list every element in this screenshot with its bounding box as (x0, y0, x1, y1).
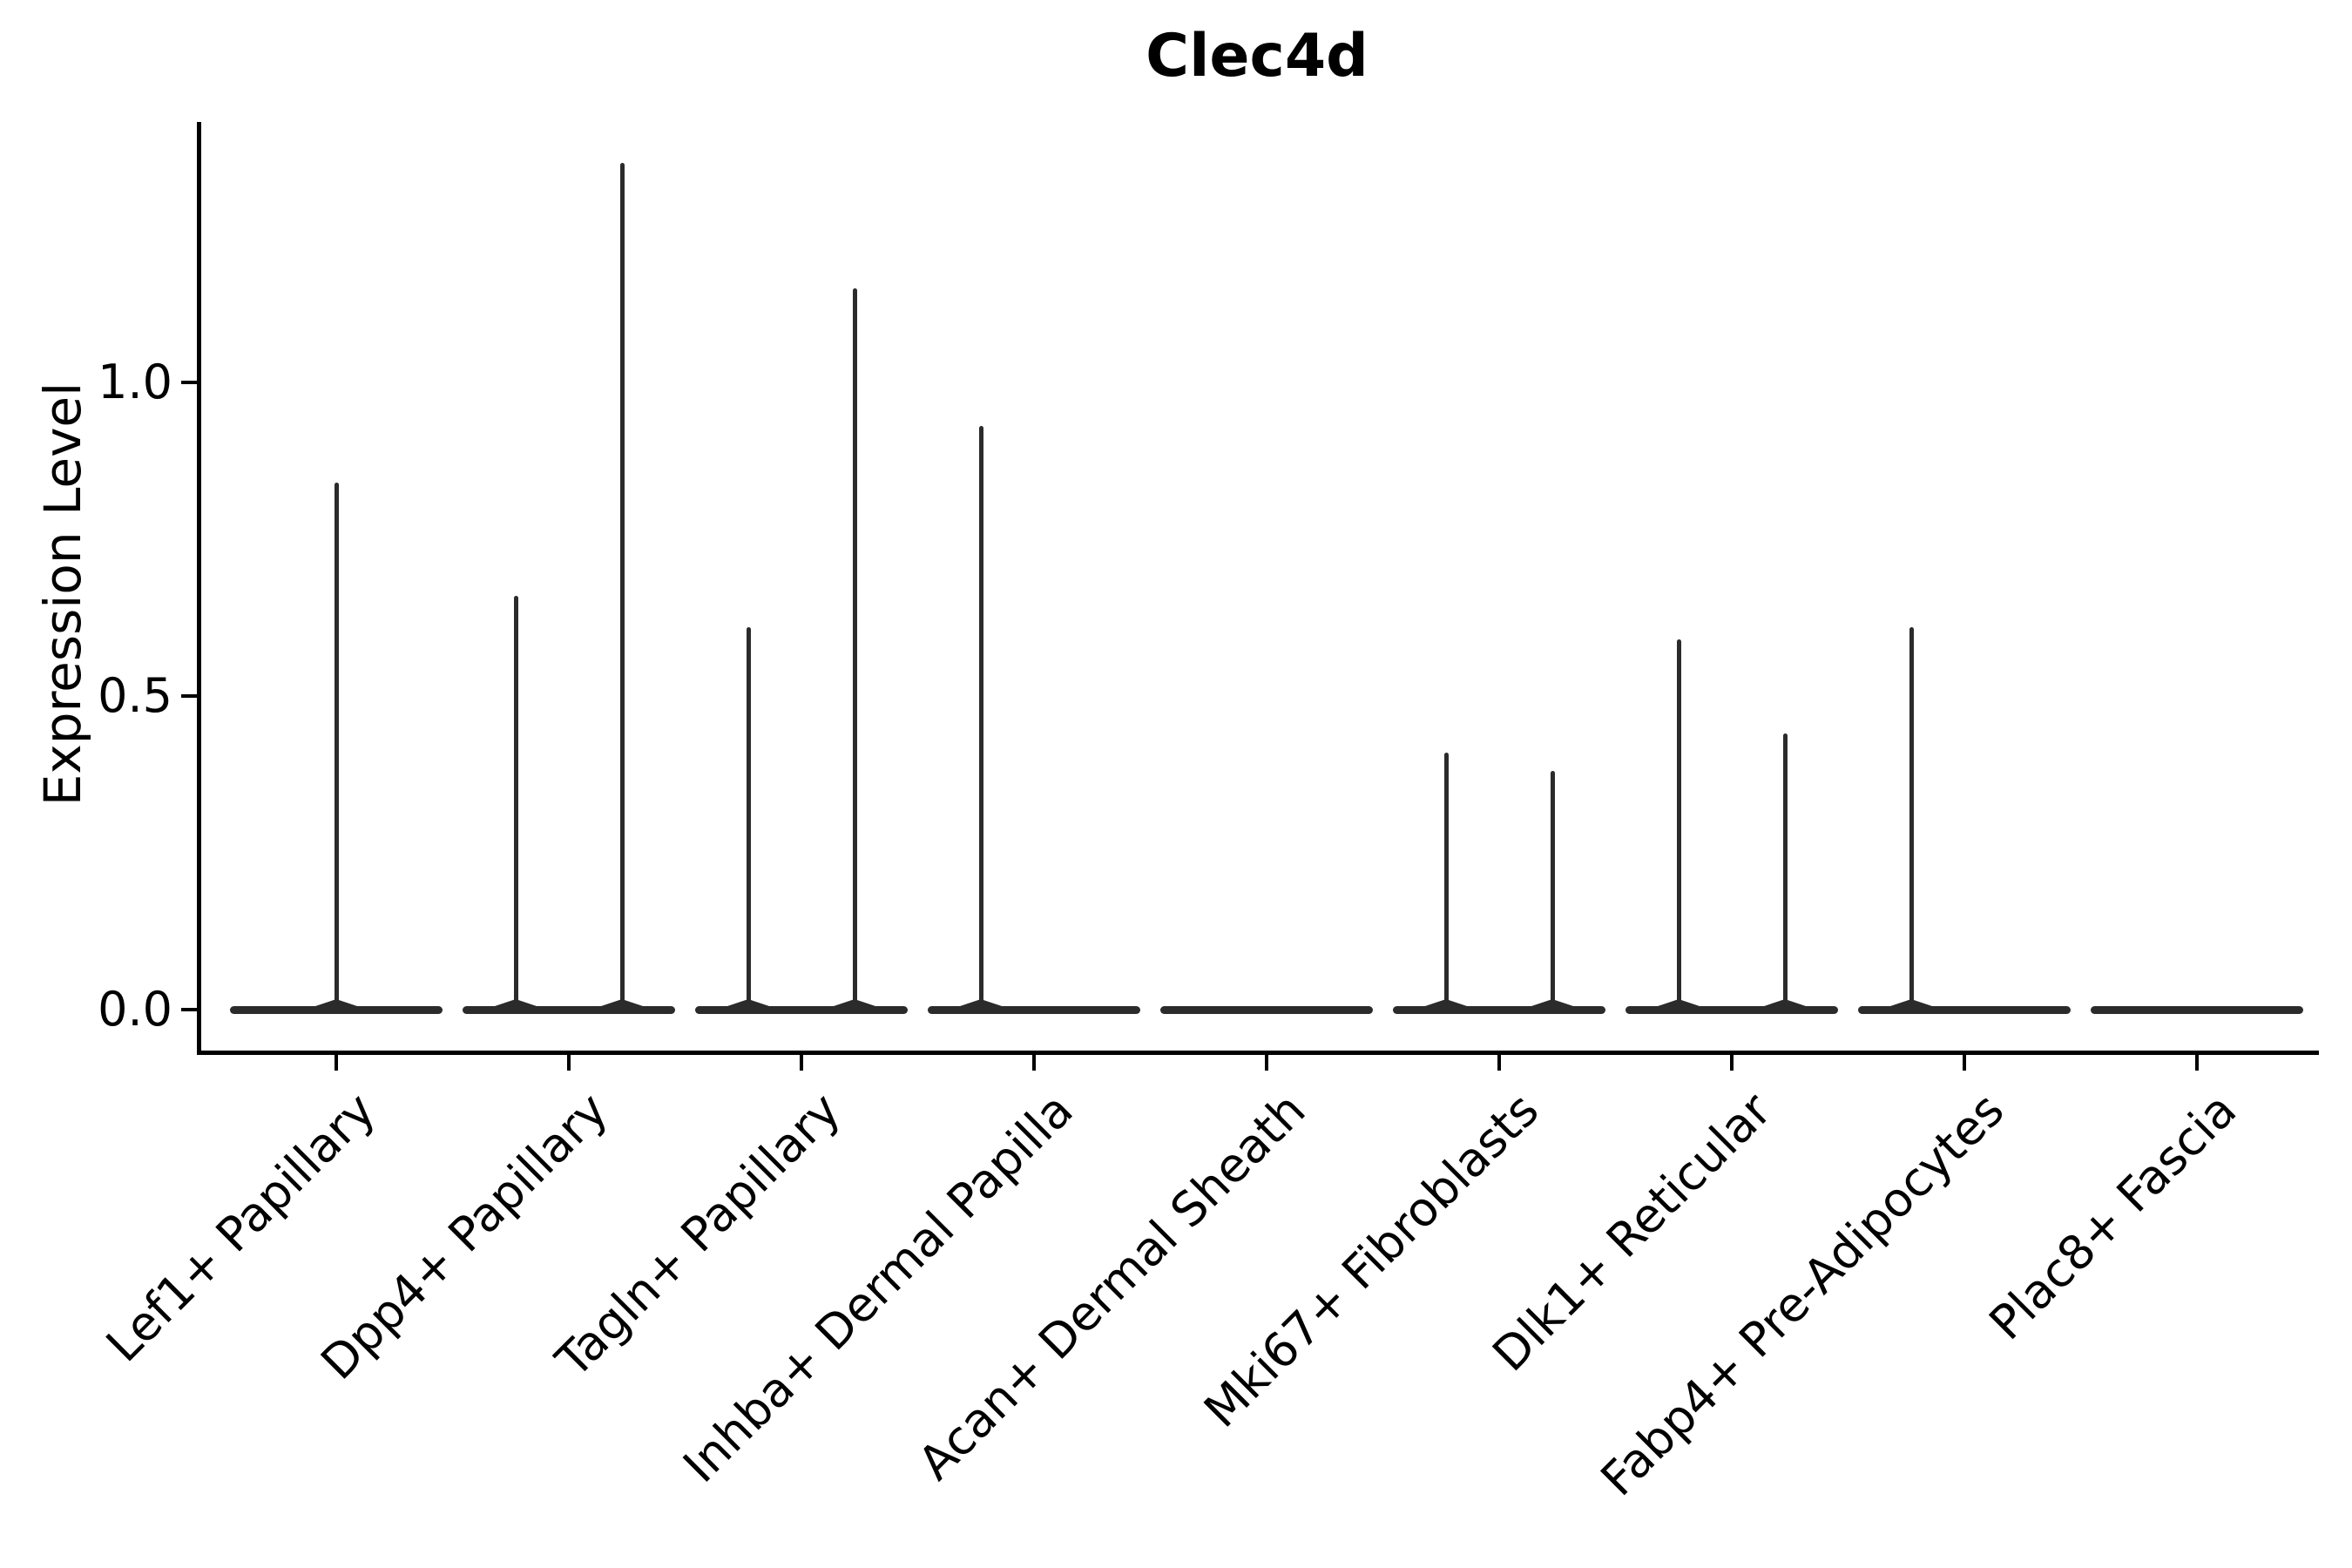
x-tick-mark (1032, 1055, 1036, 1071)
y-tick-mark (181, 1008, 197, 1011)
violin-max-spike (1677, 639, 1681, 1013)
x-tick-mark (567, 1055, 571, 1071)
violin-max-spike (979, 426, 983, 1013)
x-tick-label: Acan+ Dermal Sheath (908, 1082, 1317, 1490)
violin-max-spike (853, 288, 857, 1013)
violin-body (695, 1006, 908, 1014)
x-tick-mark (335, 1055, 338, 1071)
violin-body (463, 1006, 675, 1014)
x-tick-label: Fabp4+ Pre-Adipocytes (1590, 1082, 2015, 1507)
violin-max-spike (620, 163, 625, 1013)
violin-max-spike (1551, 771, 1555, 1013)
violin-body (1393, 1006, 1605, 1014)
y-tick-label: 0.5 (98, 668, 172, 723)
violin-body (1858, 1006, 2071, 1014)
x-tick-mark (1730, 1055, 1734, 1071)
y-tick-mark (181, 381, 197, 384)
violin-body (1625, 1006, 1838, 1014)
violin-body (1160, 1006, 1373, 1014)
violin-body (2091, 1006, 2303, 1014)
y-tick-mark (181, 694, 197, 698)
violin-max-spike (514, 595, 518, 1013)
x-tick-mark (800, 1055, 803, 1071)
y-tick-label: 0.0 (98, 982, 172, 1037)
x-tick-label: Inhba+ Dermal Papilla (672, 1082, 1085, 1493)
x-tick-mark (1963, 1055, 1966, 1071)
violin-body (928, 1006, 1140, 1014)
plot-title: Clec4d (1146, 22, 1369, 91)
y-axis-label: Expression Level (33, 382, 92, 807)
violin-max-spike (335, 483, 339, 1013)
violin-max-spike (1783, 733, 1788, 1013)
x-axis-spine (197, 1051, 2319, 1055)
violin-max-spike (747, 626, 751, 1013)
violin-max-spike (1444, 752, 1449, 1013)
x-tick-label: Plac8+ Fascia (1978, 1082, 2247, 1351)
x-tick-mark (1265, 1055, 1268, 1071)
x-tick-mark (1497, 1055, 1501, 1071)
y-axis-spine (197, 122, 201, 1055)
y-tick-label: 1.0 (98, 355, 172, 409)
violin-max-spike (1909, 626, 1914, 1013)
x-tick-mark (2195, 1055, 2199, 1071)
